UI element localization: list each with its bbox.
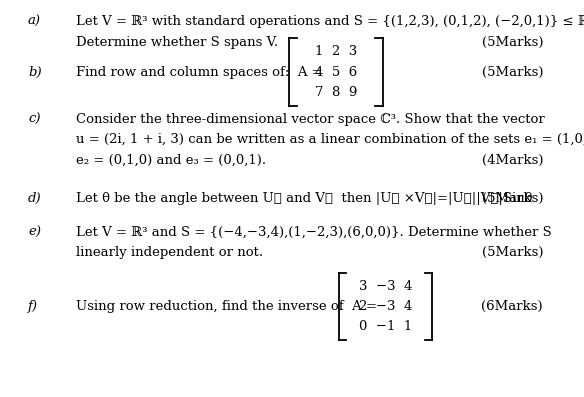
Text: Let V = ℝ³ with standard operations and S = {(1,2,3), (0,1,2), (−2,0,1)} ≤ ℝ³: Let V = ℝ³ with standard operations and … bbox=[76, 15, 584, 28]
Text: Consider the three-dimensional vector space ℂ³. Show that the vector: Consider the three-dimensional vector sp… bbox=[76, 113, 545, 125]
Text: 7  8  9: 7 8 9 bbox=[315, 87, 357, 99]
Text: 0  −1  1: 0 −1 1 bbox=[359, 320, 412, 333]
Text: a): a) bbox=[28, 15, 41, 28]
Text: b): b) bbox=[28, 66, 41, 79]
Text: Find row and column spaces of:  A =: Find row and column spaces of: A = bbox=[76, 66, 323, 79]
Text: u = (2i, 1 + i, 3) can be written as a linear combination of the sets e₁ = (1,0,: u = (2i, 1 + i, 3) can be written as a l… bbox=[76, 133, 584, 146]
Text: (5Marks): (5Marks) bbox=[482, 247, 543, 259]
Text: d): d) bbox=[28, 192, 41, 205]
Text: c): c) bbox=[28, 113, 40, 125]
Text: e): e) bbox=[28, 226, 41, 239]
Text: 4  5  6: 4 5 6 bbox=[315, 66, 357, 79]
Text: f): f) bbox=[28, 300, 38, 313]
Text: (6Marks): (6Marks) bbox=[481, 300, 543, 313]
Text: Let θ be the angle between U⃗ and V⃗  then |U⃗ ×V⃗|=|U⃗||V⃗|Sinθ: Let θ be the angle between U⃗ and V⃗ the… bbox=[76, 192, 533, 205]
Text: e₂ = (0,1,0) and e₃ = (0,0,1).: e₂ = (0,1,0) and e₃ = (0,0,1). bbox=[76, 154, 266, 167]
Text: (5Marks): (5Marks) bbox=[482, 36, 543, 49]
Text: 2  −3  4: 2 −3 4 bbox=[359, 300, 412, 313]
Text: Determine whether S spans V.: Determine whether S spans V. bbox=[76, 36, 278, 49]
Text: (5Marks): (5Marks) bbox=[482, 66, 543, 79]
Text: (5Marks): (5Marks) bbox=[482, 192, 543, 205]
Text: Using row reduction, find the inverse of  A =: Using row reduction, find the inverse of… bbox=[76, 300, 377, 313]
Text: linearly independent or not.: linearly independent or not. bbox=[76, 247, 263, 259]
Text: (4Marks): (4Marks) bbox=[482, 154, 543, 167]
Text: Let V = ℝ³ and S = {(−4,−3,4),(1,−2,3),(6,0,0)}. Determine whether S: Let V = ℝ³ and S = {(−4,−3,4),(1,−2,3),(… bbox=[76, 226, 552, 239]
Text: 1  2  3: 1 2 3 bbox=[315, 45, 357, 58]
Text: 3  −3  4: 3 −3 4 bbox=[359, 280, 412, 293]
